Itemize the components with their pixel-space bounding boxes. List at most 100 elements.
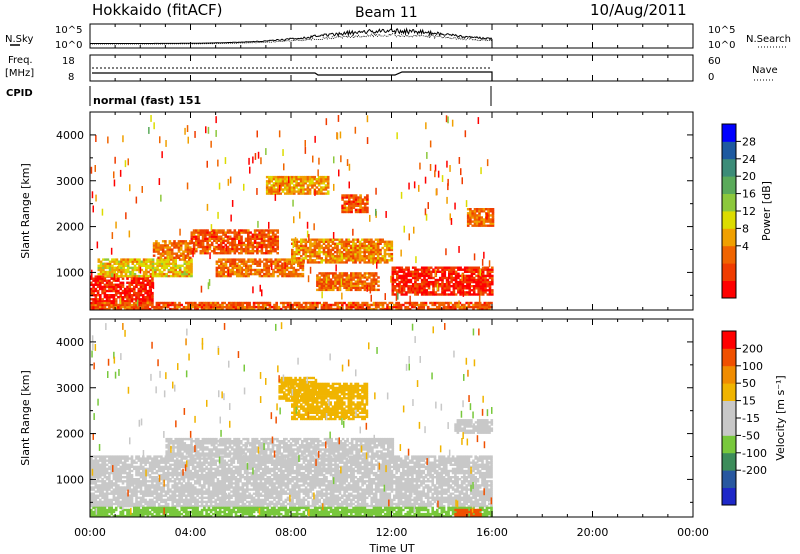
data-cell bbox=[111, 274, 114, 278]
data-cell bbox=[126, 496, 129, 499]
data-cell bbox=[96, 502, 100, 506]
data-cell bbox=[108, 500, 111, 504]
data-cell bbox=[160, 500, 163, 504]
data-cell bbox=[154, 268, 157, 272]
data-cell bbox=[354, 202, 358, 205]
data-cell bbox=[343, 280, 346, 283]
data-cell bbox=[94, 463, 98, 466]
data-cell bbox=[469, 218, 472, 221]
data-cell bbox=[372, 276, 376, 279]
data-cell bbox=[269, 272, 273, 276]
data-cell bbox=[206, 229, 209, 232]
data-cell bbox=[315, 178, 319, 181]
data-cell bbox=[232, 307, 236, 311]
data-cell bbox=[157, 486, 161, 489]
data-cell bbox=[247, 233, 250, 236]
data-cell bbox=[367, 244, 371, 248]
data-cell bbox=[163, 272, 166, 276]
data-streak bbox=[450, 218, 453, 225]
data-cell bbox=[443, 287, 447, 290]
data-cell bbox=[267, 268, 271, 272]
data-cell bbox=[142, 287, 145, 291]
data-cell bbox=[359, 307, 362, 311]
data-cell bbox=[139, 298, 143, 301]
data-cell bbox=[471, 212, 474, 215]
data-cell bbox=[405, 285, 408, 288]
data-cell bbox=[265, 233, 268, 236]
data-cell bbox=[406, 301, 410, 305]
data-cell bbox=[331, 246, 335, 250]
data-streak bbox=[325, 118, 328, 126]
data-cell bbox=[144, 488, 147, 491]
data-cell bbox=[130, 488, 134, 491]
data-cell bbox=[257, 301, 260, 305]
data-cell bbox=[175, 498, 179, 502]
data-cell bbox=[354, 204, 358, 207]
data-cell bbox=[343, 240, 346, 243]
data-cell bbox=[472, 270, 476, 273]
data-cell bbox=[157, 482, 161, 485]
data-cell bbox=[402, 280, 406, 284]
data-cell bbox=[234, 307, 238, 311]
data-cell bbox=[356, 252, 360, 256]
data-cell bbox=[101, 494, 104, 497]
data-cell bbox=[175, 303, 179, 307]
data-cell bbox=[290, 264, 293, 267]
data-cell bbox=[153, 478, 156, 481]
data-cell bbox=[459, 285, 462, 288]
data-cell bbox=[288, 258, 291, 261]
data-cell bbox=[404, 307, 407, 311]
data-cell bbox=[182, 465, 186, 469]
data-cell bbox=[102, 266, 105, 270]
data-cell bbox=[488, 276, 492, 280]
data-cell bbox=[148, 490, 152, 493]
data-cell bbox=[203, 305, 206, 309]
data-cell bbox=[297, 272, 300, 276]
data-streak bbox=[413, 181, 416, 189]
data-cell bbox=[185, 496, 188, 499]
data-cell bbox=[110, 500, 113, 504]
data-cell bbox=[336, 307, 340, 311]
data-cell bbox=[94, 504, 98, 508]
data-cell bbox=[209, 305, 213, 309]
data-cell bbox=[420, 307, 423, 311]
data-cell bbox=[300, 238, 303, 241]
data-cell bbox=[400, 287, 404, 290]
data-cell bbox=[131, 270, 135, 274]
data-cell bbox=[237, 301, 240, 305]
data-cell bbox=[162, 459, 165, 462]
data-cell bbox=[261, 303, 265, 307]
data-cell bbox=[133, 260, 137, 263]
data-cell bbox=[418, 285, 422, 288]
data-cell bbox=[386, 259, 389, 262]
data-cell bbox=[194, 498, 197, 502]
data-cell bbox=[457, 291, 460, 294]
data-cell bbox=[309, 242, 312, 245]
data-cell bbox=[338, 305, 342, 309]
data-cell bbox=[203, 478, 206, 481]
data-cell bbox=[234, 305, 238, 309]
data-cell bbox=[381, 240, 384, 243]
data-streak bbox=[150, 288, 152, 296]
data-cell bbox=[474, 301, 477, 305]
data-cell bbox=[374, 242, 378, 245]
data-cell bbox=[322, 276, 326, 279]
data-cell bbox=[212, 476, 215, 479]
data-streak bbox=[209, 252, 211, 260]
data-cell bbox=[139, 294, 143, 297]
data-cell bbox=[381, 257, 384, 260]
data-cell bbox=[144, 291, 147, 295]
data-cell bbox=[478, 307, 482, 311]
data-cell bbox=[356, 246, 360, 250]
data-cell bbox=[185, 498, 188, 502]
data-streak bbox=[480, 167, 482, 175]
data-cell bbox=[277, 305, 281, 309]
data-cell bbox=[196, 494, 199, 497]
data-cell bbox=[388, 259, 391, 262]
data-cell bbox=[101, 482, 104, 485]
data-cell bbox=[478, 303, 482, 307]
data-cell bbox=[260, 247, 264, 251]
data-cell bbox=[293, 259, 296, 262]
data-cell bbox=[278, 270, 282, 274]
data-cell bbox=[284, 192, 287, 195]
